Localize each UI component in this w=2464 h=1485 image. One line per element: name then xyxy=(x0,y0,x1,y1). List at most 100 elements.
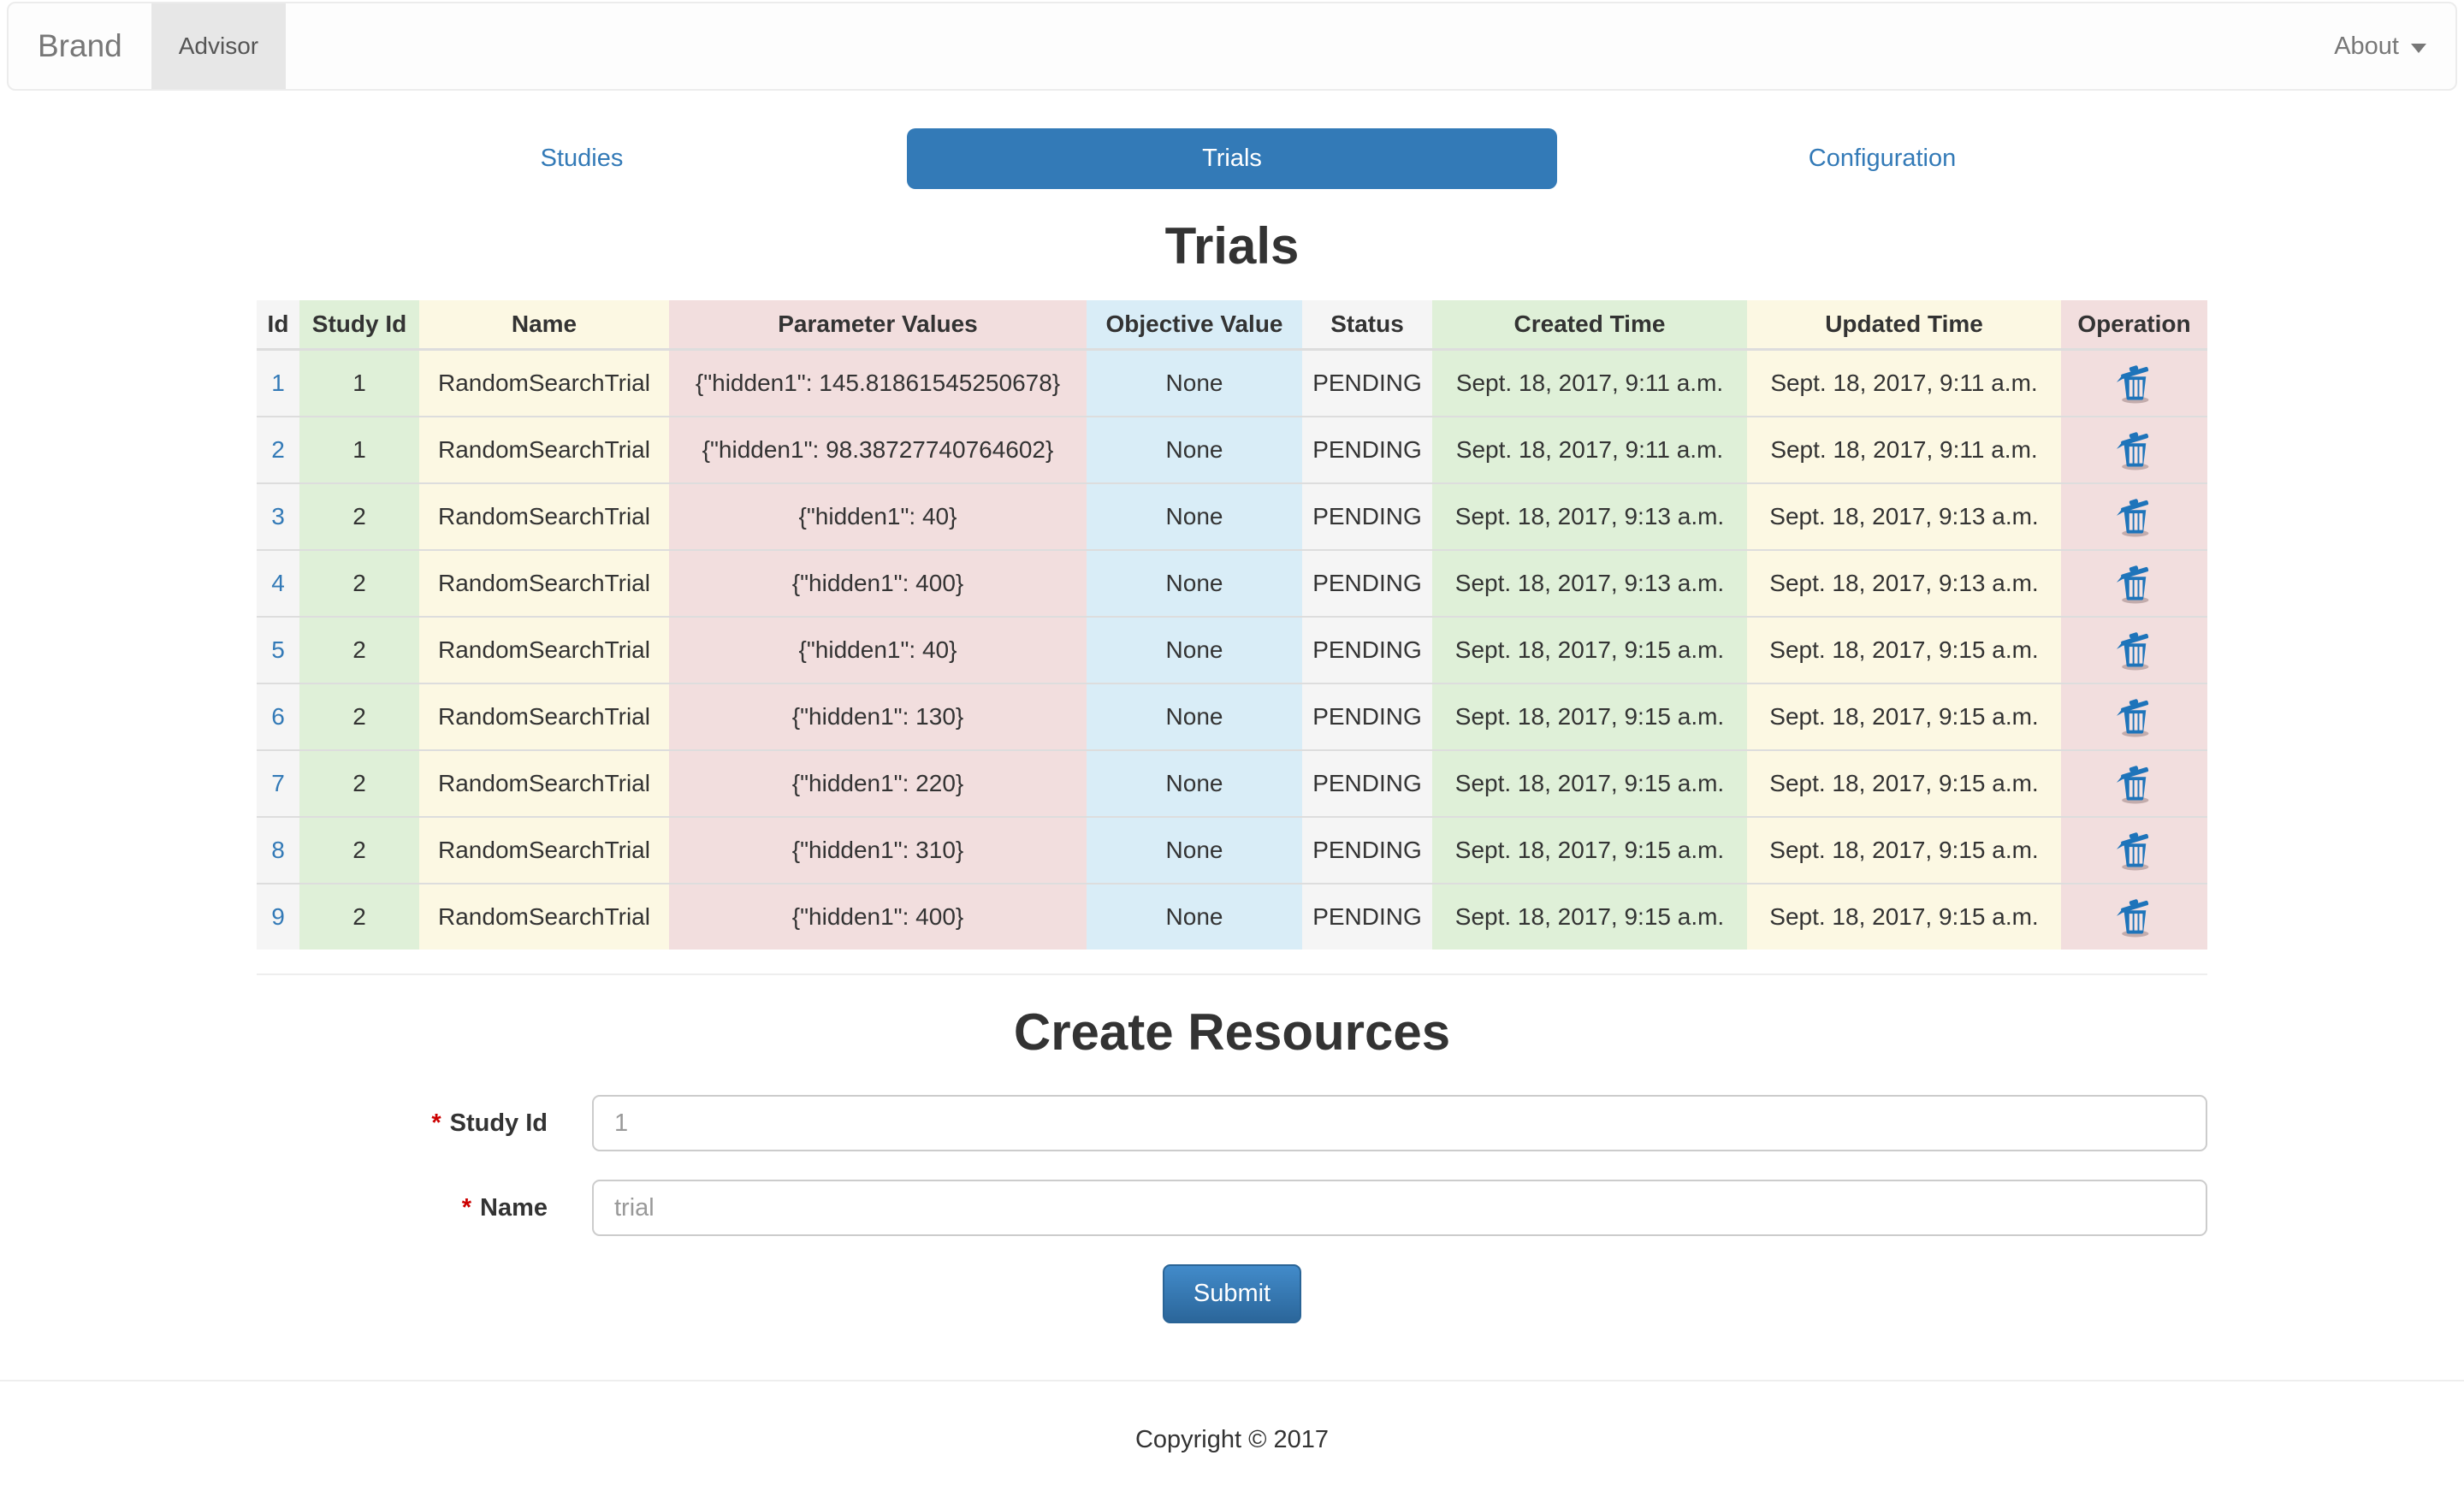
brand-link[interactable]: Brand xyxy=(38,28,122,63)
tab-trials[interactable]: Trials xyxy=(907,128,1557,189)
cell-status: PENDING xyxy=(1302,482,1432,550)
header-id: Id xyxy=(257,300,299,351)
cell-study-id: 2 xyxy=(299,749,419,817)
cell-parameter-values: {"hidden1": 400} xyxy=(669,883,1087,950)
cell-objective-value: None xyxy=(1087,616,1302,683)
cell-objective-value: None xyxy=(1087,549,1302,617)
cell-objective-value: None xyxy=(1087,883,1302,950)
about-dropdown[interactable]: About xyxy=(2305,3,2455,89)
table-row: 7 2 RandomSearchTrial {"hidden1": 220} None P… xyxy=(257,749,2207,817)
name-group: * Name xyxy=(257,1180,2207,1236)
cell-objective-value: None xyxy=(1087,816,1302,884)
cell-updated-time: Sept. 18, 2017, 9:11 a.m. xyxy=(1747,348,2061,417)
cell-name: RandomSearchTrial xyxy=(419,683,669,750)
copyright-text: Copyright © 2017 xyxy=(1134,1426,1330,1453)
main-container: Studies Trials Configuration Trials Id S… xyxy=(257,128,2207,1323)
page-footer: Copyright © 2017 xyxy=(0,1380,2464,1485)
table-row: 8 2 RandomSearchTrial {"hidden1": 310} None P… xyxy=(257,816,2207,884)
cell-status: PENDING xyxy=(1302,616,1432,683)
cell-updated-time: Sept. 18, 2017, 9:15 a.m. xyxy=(1747,616,2061,683)
cell-id: 9 xyxy=(257,883,299,950)
tab-configuration[interactable]: Configuration xyxy=(1808,145,1957,172)
cell-operation xyxy=(2061,549,2207,617)
cell-study-id: 2 xyxy=(299,816,419,884)
cell-objective-value: None xyxy=(1087,683,1302,750)
cell-status: PENDING xyxy=(1302,683,1432,750)
name-label: * Name xyxy=(257,1194,548,1222)
cell-id: 8 xyxy=(257,816,299,884)
required-marker: * xyxy=(461,1193,471,1222)
table-row: 5 2 RandomSearchTrial {"hidden1": 40} None PE… xyxy=(257,616,2207,683)
divider xyxy=(257,973,2207,975)
cell-updated-time: Sept. 18, 2017, 9:13 a.m. xyxy=(1747,482,2061,550)
name-label-text: Name xyxy=(480,1193,548,1222)
trial-id-link[interactable]: 7 xyxy=(271,770,285,796)
required-marker: * xyxy=(431,1109,441,1137)
cell-created-time: Sept. 18, 2017, 9:13 a.m. xyxy=(1432,482,1747,550)
cell-created-time: Sept. 18, 2017, 9:15 a.m. xyxy=(1432,749,1747,817)
trials-table-body: 1 1 RandomSearchTrial {"hidden1": 145.81861… xyxy=(257,348,2207,950)
cell-created-time: Sept. 18, 2017, 9:15 a.m. xyxy=(1432,683,1747,750)
cell-parameter-values: {"hidden1": 145.81861545250678} xyxy=(669,348,1087,417)
trash-icon[interactable] xyxy=(2113,829,2156,872)
cell-created-time: Sept. 18, 2017, 9:15 a.m. xyxy=(1432,816,1747,884)
tab-studies[interactable]: Studies xyxy=(540,145,624,172)
cell-updated-time: Sept. 18, 2017, 9:13 a.m. xyxy=(1747,549,2061,617)
trash-icon[interactable] xyxy=(2113,896,2156,938)
trial-id-link[interactable]: 1 xyxy=(271,370,285,396)
cell-study-id: 2 xyxy=(299,883,419,950)
cell-operation xyxy=(2061,683,2207,750)
cell-id: 1 xyxy=(257,348,299,417)
cell-id: 4 xyxy=(257,549,299,617)
submit-button[interactable]: Submit xyxy=(1162,1264,1302,1323)
cell-updated-time: Sept. 18, 2017, 9:15 a.m. xyxy=(1747,683,2061,750)
cell-objective-value: None xyxy=(1087,482,1302,550)
cell-updated-time: Sept. 18, 2017, 9:15 a.m. xyxy=(1747,883,2061,950)
trash-icon[interactable] xyxy=(2113,362,2156,405)
name-field[interactable] xyxy=(592,1180,2207,1236)
trial-id-link[interactable]: 9 xyxy=(271,903,285,930)
study-id-field[interactable] xyxy=(592,1095,2207,1151)
cell-id: 6 xyxy=(257,683,299,750)
trial-id-link[interactable]: 4 xyxy=(271,570,285,596)
about-label: About xyxy=(2334,32,2399,60)
cell-created-time: Sept. 18, 2017, 9:11 a.m. xyxy=(1432,416,1747,483)
trial-id-link[interactable]: 6 xyxy=(271,703,285,730)
trial-id-link[interactable]: 3 xyxy=(271,503,285,530)
trials-table: Id Study Id Name Parameter Values Object… xyxy=(257,300,2207,950)
nav-item-advisor[interactable]: Advisor xyxy=(151,3,287,89)
cell-operation xyxy=(2061,883,2207,950)
table-row: 9 2 RandomSearchTrial {"hidden1": 400} None P… xyxy=(257,883,2207,950)
cell-status: PENDING xyxy=(1302,416,1432,483)
study-id-group: * Study Id xyxy=(257,1095,2207,1151)
create-resources-title: Create Resources xyxy=(1013,1003,1451,1061)
navbar: Brand Advisor About xyxy=(7,2,2457,91)
cell-updated-time: Sept. 18, 2017, 9:15 a.m. xyxy=(1747,816,2061,884)
cell-objective-value: None xyxy=(1087,749,1302,817)
cell-created-time: Sept. 18, 2017, 9:15 a.m. xyxy=(1432,616,1747,683)
cell-parameter-values: {"hidden1": 40} xyxy=(669,616,1087,683)
trial-id-link[interactable]: 8 xyxy=(271,837,285,863)
trial-id-link[interactable]: 5 xyxy=(271,636,285,663)
trash-icon[interactable] xyxy=(2113,495,2156,538)
cell-operation xyxy=(2061,749,2207,817)
header-objective-value: Objective Value xyxy=(1087,300,1302,351)
trial-id-link[interactable]: 2 xyxy=(271,436,285,463)
cell-name: RandomSearchTrial xyxy=(419,616,669,683)
cell-operation xyxy=(2061,616,2207,683)
tab-bar: Studies Trials Configuration xyxy=(257,128,2207,189)
cell-parameter-values: {"hidden1": 40} xyxy=(669,482,1087,550)
trash-icon[interactable] xyxy=(2113,629,2156,672)
trash-icon[interactable] xyxy=(2113,762,2156,805)
cell-name: RandomSearchTrial xyxy=(419,883,669,950)
cell-id: 2 xyxy=(257,416,299,483)
page-title: Trials xyxy=(1164,217,1300,275)
header-parameter-values: Parameter Values xyxy=(669,300,1087,351)
header-status: Status xyxy=(1302,300,1432,351)
trash-icon[interactable] xyxy=(2113,562,2156,605)
trash-icon[interactable] xyxy=(2113,429,2156,471)
trash-icon[interactable] xyxy=(2113,695,2156,738)
cell-study-id: 2 xyxy=(299,482,419,550)
header-operation: Operation xyxy=(2061,300,2207,351)
cell-study-id: 2 xyxy=(299,549,419,617)
